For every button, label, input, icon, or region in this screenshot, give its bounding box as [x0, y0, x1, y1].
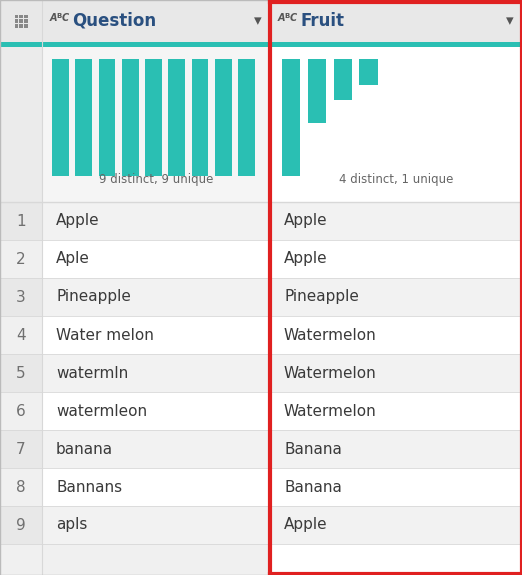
- Text: Apple: Apple: [284, 251, 328, 266]
- Bar: [75, 59, 92, 176]
- Bar: [0, 0, 522, 42]
- Bar: [145, 59, 162, 176]
- Text: 7: 7: [16, 442, 26, 457]
- Bar: [270, 47, 522, 202]
- Bar: [42, 430, 270, 468]
- Bar: [215, 59, 232, 176]
- Text: apls: apls: [56, 518, 87, 532]
- Text: C: C: [290, 13, 297, 23]
- Bar: [122, 59, 138, 176]
- Bar: [99, 59, 115, 176]
- Text: Apple: Apple: [56, 213, 100, 228]
- Text: Water melon: Water melon: [56, 328, 154, 343]
- Bar: [24, 19, 28, 23]
- Text: banana: banana: [56, 442, 113, 457]
- Text: Watermelon: Watermelon: [284, 366, 377, 381]
- Text: ▾: ▾: [254, 13, 262, 29]
- Bar: [0, 240, 42, 278]
- Bar: [270, 316, 522, 354]
- Bar: [359, 59, 378, 85]
- Bar: [308, 59, 326, 124]
- Text: 4: 4: [16, 328, 26, 343]
- Bar: [0, 506, 42, 544]
- Bar: [52, 59, 68, 176]
- Bar: [42, 202, 270, 240]
- Bar: [0, 47, 42, 202]
- Bar: [0, 430, 42, 468]
- Bar: [270, 0, 522, 575]
- Text: ▾: ▾: [506, 13, 514, 29]
- Bar: [15, 19, 18, 23]
- Bar: [0, 42, 522, 47]
- Bar: [42, 316, 270, 354]
- Bar: [0, 202, 42, 240]
- Bar: [270, 468, 522, 506]
- Text: 3: 3: [16, 289, 26, 305]
- Bar: [192, 59, 208, 176]
- Text: Apple: Apple: [284, 518, 328, 532]
- Bar: [42, 240, 270, 278]
- Text: 6: 6: [16, 404, 26, 419]
- Bar: [169, 59, 185, 176]
- Bar: [42, 506, 270, 544]
- Text: 8: 8: [16, 480, 26, 494]
- Bar: [270, 506, 522, 544]
- Bar: [24, 14, 28, 18]
- Bar: [0, 468, 42, 506]
- Bar: [19, 24, 23, 28]
- Bar: [42, 392, 270, 430]
- Bar: [0, 392, 42, 430]
- Bar: [270, 392, 522, 430]
- Bar: [0, 278, 42, 316]
- Text: watermleon: watermleon: [56, 404, 147, 419]
- Text: C: C: [62, 13, 69, 23]
- Text: 9 distinct, 9 unique: 9 distinct, 9 unique: [99, 174, 213, 186]
- Bar: [42, 278, 270, 316]
- Bar: [19, 14, 23, 18]
- Text: A: A: [278, 13, 286, 23]
- Bar: [270, 278, 522, 316]
- Text: Fruit: Fruit: [300, 12, 344, 30]
- Text: B: B: [284, 13, 289, 19]
- Text: 5: 5: [16, 366, 26, 381]
- Bar: [270, 430, 522, 468]
- Text: Pineapple: Pineapple: [284, 289, 359, 305]
- Bar: [270, 240, 522, 278]
- Text: 1: 1: [16, 213, 26, 228]
- Text: Watermelon: Watermelon: [284, 404, 377, 419]
- Bar: [42, 354, 270, 392]
- Text: Apple: Apple: [284, 213, 328, 228]
- Bar: [15, 14, 18, 18]
- Bar: [0, 42, 270, 575]
- Bar: [270, 202, 522, 240]
- Bar: [24, 24, 28, 28]
- Text: B: B: [56, 13, 61, 19]
- Text: 4 distinct, 1 unique: 4 distinct, 1 unique: [339, 174, 453, 186]
- Text: A: A: [50, 13, 57, 23]
- Text: Question: Question: [72, 12, 156, 30]
- Bar: [239, 59, 255, 176]
- Bar: [0, 316, 42, 354]
- Bar: [42, 468, 270, 506]
- Text: watermln: watermln: [56, 366, 128, 381]
- Text: Bannans: Bannans: [56, 480, 122, 494]
- Bar: [270, 354, 522, 392]
- Bar: [19, 19, 23, 23]
- Text: Watermelon: Watermelon: [284, 328, 377, 343]
- Text: Banana: Banana: [284, 480, 342, 494]
- Text: Aple: Aple: [56, 251, 90, 266]
- Bar: [334, 59, 352, 100]
- Text: 9: 9: [16, 518, 26, 532]
- Bar: [0, 354, 42, 392]
- Text: 2: 2: [16, 251, 26, 266]
- Bar: [42, 47, 270, 202]
- Text: Pineapple: Pineapple: [56, 289, 131, 305]
- Text: Banana: Banana: [284, 442, 342, 457]
- Bar: [282, 59, 301, 176]
- Bar: [15, 24, 18, 28]
